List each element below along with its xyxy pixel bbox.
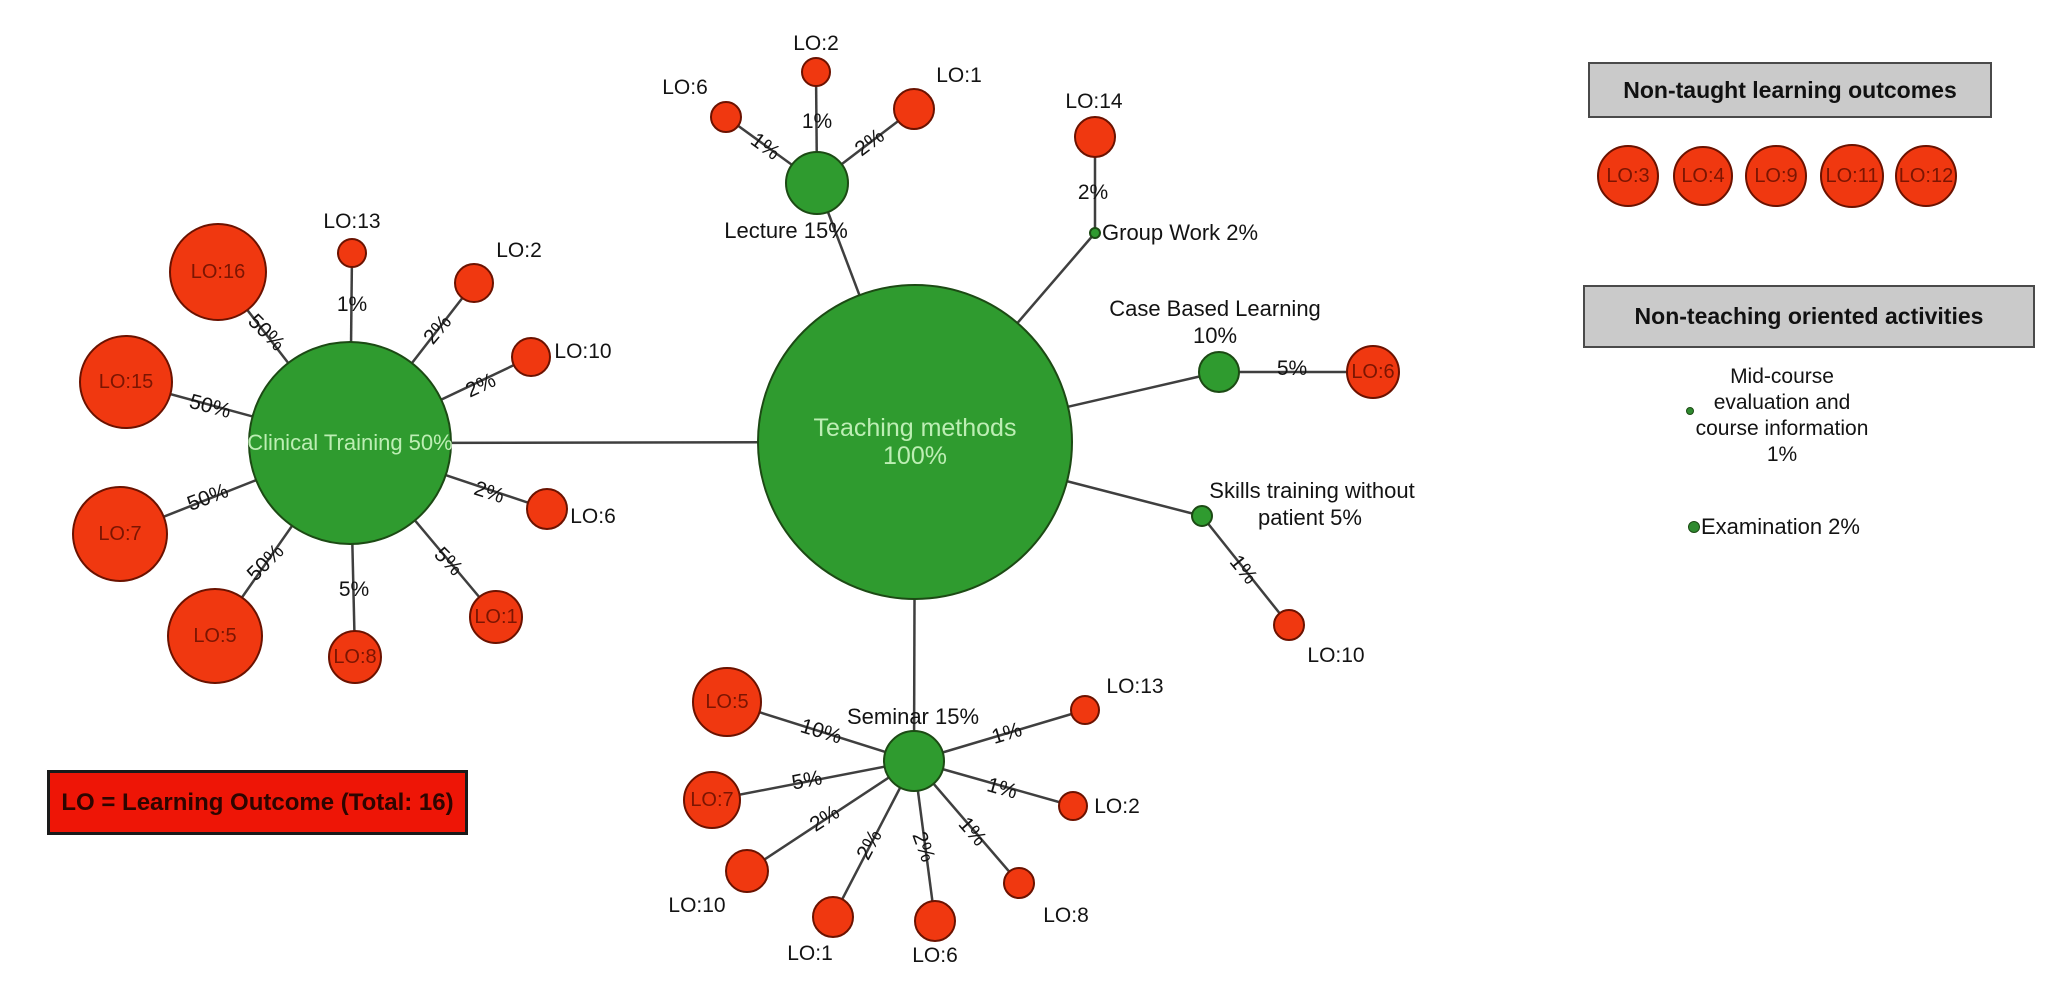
non-teaching-activities-title: Non-teaching oriented activities (1634, 303, 1984, 329)
label-clinical-lo13: LO:13 (323, 210, 381, 233)
label-groupwork-lo14: LO:14 (1065, 90, 1123, 113)
label-lecture-lo2: LO:2 (793, 32, 839, 55)
label-lecture-lo6: LO:6 (662, 76, 708, 99)
edge-skills-s10 (1201, 515, 1290, 626)
node-label-nt3: LO:3 (1606, 164, 1650, 187)
mid-course-line-1: Mid-course (1730, 365, 1834, 388)
node-g14 (1074, 116, 1116, 158)
label-clinical-lo6: LO:6 (570, 505, 616, 528)
pct-case-lo6: 5% (1276, 357, 1308, 380)
lecture-title: Lecture 15% (724, 218, 848, 243)
case-based-title: Case Based Learning (1109, 296, 1321, 321)
case-based-percent: 10% (1192, 323, 1238, 348)
node-label-cb6: LO:6 (1351, 360, 1395, 383)
node-gwork (1089, 227, 1101, 239)
label-seminar-lo10: LO:10 (668, 894, 726, 917)
node-se2 (1058, 791, 1088, 821)
pct-clinical-lo8: 5% (338, 578, 370, 601)
node-l6 (710, 101, 742, 133)
node-teaching: Teaching methods 100% (757, 284, 1073, 600)
node-label-clinical: Clinical Training 50% (247, 429, 453, 455)
node-dot-midcourse (1686, 407, 1694, 415)
node-dot-exam (1688, 521, 1700, 533)
node-cb6: LO:6 (1346, 345, 1400, 399)
node-l2 (801, 57, 831, 87)
node-label-se7: LO:7 (690, 788, 734, 811)
examination-label: Examination 2% (1701, 514, 1860, 539)
label-seminar-lo2: LO:2 (1094, 795, 1140, 818)
node-label-nt4: LO:4 (1681, 164, 1725, 187)
node-label-c16: LO:16 (190, 260, 246, 283)
node-nt9: LO:9 (1745, 145, 1807, 207)
node-c1: LO:1 (469, 590, 523, 644)
mid-course-line-3: course information (1695, 417, 1869, 440)
node-c13 (337, 238, 367, 268)
node-c8: LO:8 (328, 630, 382, 684)
node-se7: LO:7 (683, 771, 741, 829)
node-se8 (1003, 867, 1035, 899)
node-lecture (785, 151, 849, 215)
legend-box: LO = Learning Outcome (Total: 16) (47, 770, 468, 835)
non-taught-outcomes-title: Non-taught learning outcomes (1623, 76, 1957, 103)
node-c16: LO:16 (169, 223, 267, 321)
pct-clinical-lo13: 1% (336, 293, 368, 316)
node-clinical: Clinical Training 50% (247, 341, 453, 545)
label-skills-lo10: LO:10 (1307, 644, 1365, 667)
node-label-teaching: Teaching methods 100% (813, 414, 1017, 470)
pct-lecture-lo2: 1% (801, 110, 833, 133)
node-label-c7: LO:7 (98, 522, 142, 545)
mid-course-evaluation-label: Mid-course evaluation and course informa… (1696, 364, 1869, 468)
node-l1 (893, 88, 935, 130)
seminar-title: Seminar 15% (846, 704, 980, 729)
group-work-title: Group Work 2% (1102, 220, 1259, 245)
edge-seminar-se10 (746, 759, 915, 873)
label-clinical-lo10: LO:10 (554, 340, 612, 363)
node-c10 (511, 337, 551, 377)
node-c6 (526, 488, 568, 530)
node-c5: LO:5 (167, 588, 263, 684)
label-seminar-lo6: LO:6 (912, 944, 958, 967)
node-se1 (812, 896, 854, 938)
node-se5: LO:5 (692, 667, 762, 737)
label-clinical-lo2: LO:2 (496, 239, 542, 262)
node-nt3: LO:3 (1597, 145, 1659, 207)
node-label-c5: LO:5 (193, 624, 237, 647)
node-label-c15: LO:15 (98, 370, 154, 393)
node-s10 (1273, 609, 1305, 641)
node-c7: LO:7 (72, 486, 168, 582)
node-label-nt11: LO:11 (1825, 164, 1879, 187)
node-nt11: LO:11 (1820, 144, 1884, 208)
non-taught-outcomes-header: Non-taught learning outcomes (1588, 62, 1992, 118)
label-seminar-lo13: LO:13 (1106, 675, 1164, 698)
mid-course-line-4: 1% (1766, 443, 1798, 466)
node-nt4: LO:4 (1673, 146, 1733, 206)
node-label-c1: LO:1 (474, 605, 518, 628)
node-c2 (454, 263, 494, 303)
skills-title-line1: Skills training without (1209, 478, 1415, 503)
node-seminar (883, 730, 945, 792)
node-label-se5: LO:5 (705, 690, 749, 713)
label-seminar-lo8: LO:8 (1043, 904, 1089, 927)
non-teaching-activities-header: Non-teaching oriented activities (1583, 285, 2035, 348)
legend-text: LO = Learning Outcome (Total: 16) (61, 788, 454, 816)
node-case (1198, 351, 1240, 393)
mid-course-line-2: evaluation and (1713, 391, 1851, 414)
label-seminar-lo1: LO:1 (787, 942, 833, 965)
node-skills (1191, 505, 1213, 527)
edge-seminar-se7 (711, 759, 915, 802)
label-lecture-lo1: LO:1 (936, 64, 982, 87)
node-se6 (914, 900, 956, 942)
node-label-nt9: LO:9 (1754, 164, 1798, 187)
node-se10 (725, 849, 769, 893)
node-nt12: LO:12 (1895, 145, 1957, 207)
node-se13 (1070, 695, 1100, 725)
skills-title-line2: patient 5% (1258, 505, 1362, 530)
node-label-nt12: LO:12 (1898, 164, 1954, 187)
node-label-c8: LO:8 (333, 645, 377, 668)
node-c15: LO:15 (79, 335, 173, 429)
pct-groupwork-lo14: 2% (1077, 181, 1109, 204)
